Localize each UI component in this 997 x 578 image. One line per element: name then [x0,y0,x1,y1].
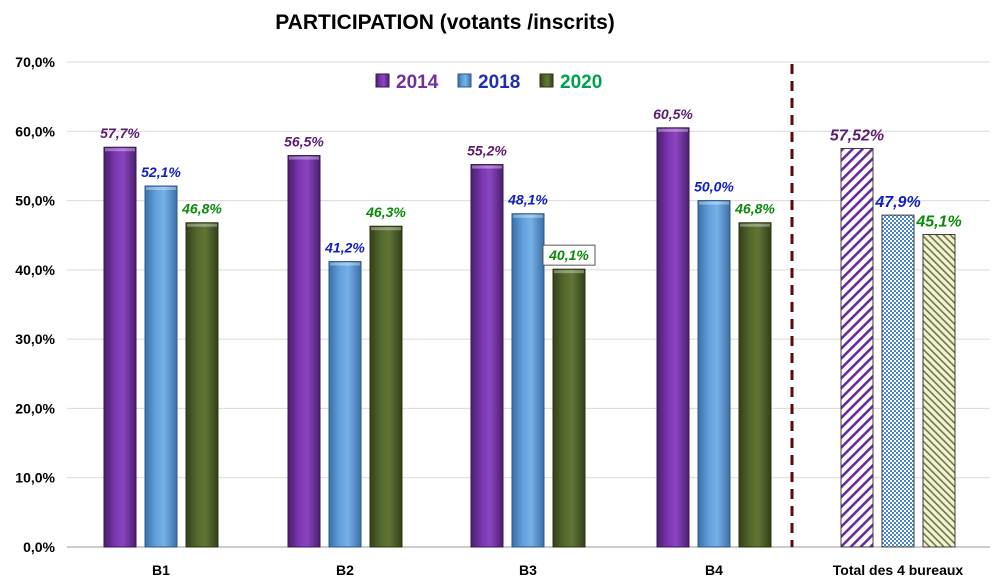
data-label: 57,52% [830,127,884,144]
chart-title: PARTICIPATION (votants /inscrits) [275,11,615,34]
bar-highlight [554,270,584,274]
bar-2014-b3 [470,164,504,548]
bar-2018-b4 [697,200,731,548]
legend-swatch-2014 [375,73,390,88]
bar-2014-b4 [656,127,690,548]
bar-highlight [289,156,319,160]
y-tick-label: 0,0% [23,539,55,555]
data-labels: 57,7% 52,1% 46,8% 56,5% 41,2% 46,3% 55,2% 48,1%… [100,106,962,266]
x-tick-label: B2 [336,562,354,578]
bar-2014-b2 [287,155,321,548]
bar-2020-total [922,234,956,548]
label-box [542,244,596,266]
y-tick-label: 30,0% [15,331,55,347]
bar-2020-b4 [738,222,772,548]
y-tick-label: 50,0% [15,193,55,209]
x-tick-label: B1 [152,562,170,578]
data-label: 46,8% [181,201,222,217]
data-label: 47,9% [874,194,920,211]
bar-2018-b3 [511,213,545,548]
legend-swatch-2018 [457,73,472,88]
bar-2020-b2 [369,225,403,548]
bar-highlight [658,128,688,132]
bar-highlight [105,148,135,152]
bar-highlight [371,227,401,231]
bars [103,127,956,548]
y-tick-label: 20,0% [15,400,55,416]
data-label: 41,2% [324,240,365,256]
data-label: 57,7% [100,125,140,141]
data-label: 55,2% [467,143,507,159]
data-label: 46,8% [734,201,775,217]
y-tick-label: 40,0% [15,262,55,278]
bar-highlight [187,223,217,227]
bar-highlight [513,214,543,218]
y-axis-ticks: 0,0% 10,0% 20,0% 30,0% 40,0% 50,0% 60,0% 70,0% [15,54,55,555]
legend-swatch-2020 [539,73,554,88]
data-label: 40,1% [548,247,589,263]
bar-2018-b2 [328,261,362,548]
bar-2018-total [881,214,915,548]
bar-2018-b1 [144,185,178,548]
x-tick-label: B3 [519,562,537,578]
x-axis-ticks: B1 B2 B3 B4 Total des 4 bureaux [152,562,963,578]
bar-2014-b1 [103,146,137,548]
bar-highlight [146,187,176,191]
bar-2020-b3 [552,268,586,548]
legend-label-2018: 2018 [478,72,520,93]
data-label: 46,3% [365,204,406,220]
bar-2020-b1 [185,222,219,548]
data-label: 48,1% [507,192,548,208]
legend-label-2020: 2020 [560,72,602,93]
data-label: 52,1% [141,164,181,180]
y-tick-label: 10,0% [15,470,55,486]
bar-highlight [330,262,360,266]
bar-highlight [740,223,770,227]
data-label: 50,0% [694,179,734,195]
bar-highlight [699,201,729,205]
bar-2014-total [840,147,874,548]
legend-label-2014: 2014 [396,72,439,93]
data-label: 56,5% [284,134,324,150]
legend: 2014 2018 2020 [375,72,602,93]
data-label: 60,5% [653,106,693,122]
y-tick-label: 70,0% [15,54,55,70]
x-tick-label: B4 [705,562,723,578]
bar-highlight [472,165,502,169]
x-tick-label: Total des 4 bureaux [833,562,964,578]
data-label: 45,1% [915,214,961,231]
y-tick-label: 60,0% [15,123,55,139]
